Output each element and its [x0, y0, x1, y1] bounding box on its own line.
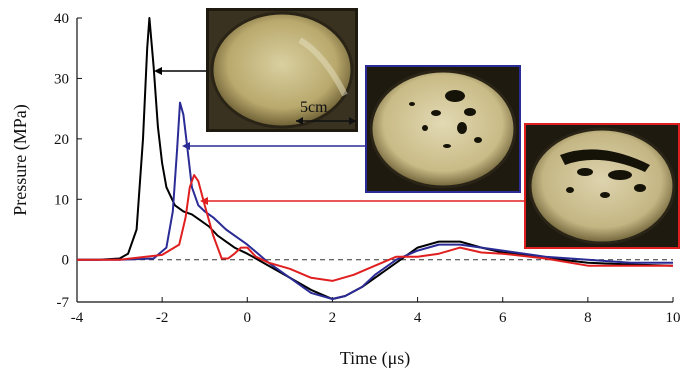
x-tick-label: 6	[499, 310, 507, 326]
x-tick-label: 4	[414, 310, 422, 326]
series-line-1	[77, 17, 674, 300]
y-tick-label: 0	[62, 253, 70, 269]
y-tick-label: -7	[57, 295, 70, 311]
x-tick-label: -4	[71, 310, 84, 326]
inset-photo-3	[524, 123, 680, 249]
y-tick-label: 20	[54, 132, 69, 148]
y-tick-label: 40	[54, 11, 69, 27]
y-axis-label: Pressure (MPa)	[10, 104, 31, 215]
inset-photo-1	[206, 8, 358, 132]
x-tick-label: 0	[244, 310, 252, 326]
x-tick-label: 10	[666, 310, 681, 326]
y-tick-label: 30	[54, 71, 69, 87]
x-tick-label: 2	[329, 310, 337, 326]
x-axis-label: Time (μs)	[340, 348, 411, 369]
inset-photo-2	[365, 65, 521, 193]
annotation-arrows	[154, 67, 525, 205]
y-tick-label: 10	[54, 192, 69, 208]
scale-bar-label: 5cm	[300, 99, 328, 116]
series-line-3	[77, 174, 673, 282]
x-tick-label: 8	[584, 310, 592, 326]
axes: -7 0 10 20 30 40 -4 -2 0 2 4 6 8 10 Time (μs) Pressure …	[10, 11, 681, 369]
x-tick-label: -2	[156, 310, 169, 326]
scale-bar: 5cm	[296, 99, 356, 125]
series-layer	[77, 17, 674, 300]
